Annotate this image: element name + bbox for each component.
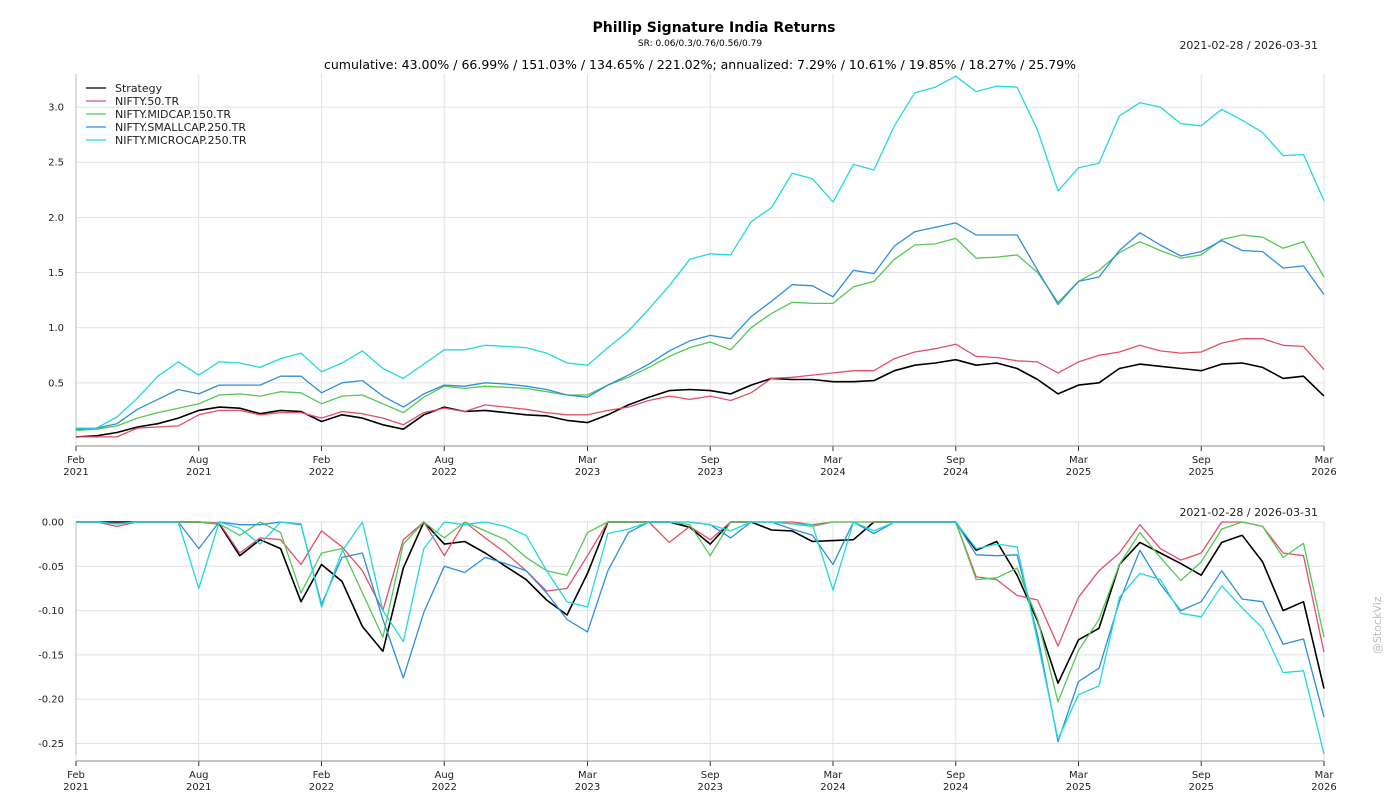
x-tick-label: Feb [313, 455, 331, 466]
x-tick-label: 2024 [943, 467, 968, 478]
series-line-nifty-smallcap-250-tr [75, 222, 1325, 430]
series-line-strategy [75, 358, 1325, 438]
x-tick-label: 2026 [1311, 782, 1336, 793]
legend-label: NIFTY.50.TR [115, 95, 180, 108]
date-range-bottom: 2021-02-28 / 2026-03-31 [1179, 506, 1318, 519]
series-line-strategy [76, 521, 1325, 689]
drawdown-chart: Feb2021Aug2021Feb2022Aug2022Mar2023Sep20… [38, 518, 1337, 794]
x-tick-label: Aug [189, 770, 209, 781]
x-tick-label: Mar [578, 770, 598, 781]
y-tick-label: -0.20 [38, 695, 64, 706]
x-tick-label: Mar [1069, 455, 1089, 466]
x-tick-label: 2025 [1066, 782, 1091, 793]
x-tick-label: 2023 [698, 782, 723, 793]
x-tick-label: 2022 [432, 782, 457, 793]
x-tick-label: 2021 [186, 782, 211, 793]
x-tick-label: Sep [1192, 770, 1211, 781]
y-tick-label: -0.15 [38, 650, 64, 661]
y-tick-label: 1.5 [48, 268, 64, 279]
y-tick-label: -0.05 [38, 562, 64, 573]
x-tick-label: Mar [824, 455, 844, 466]
x-tick-label: 2025 [1189, 467, 1214, 478]
x-tick-label: 2022 [309, 467, 334, 478]
legend-label: NIFTY.MIDCAP.150.TR [115, 108, 231, 121]
x-tick-label: Feb [67, 770, 85, 781]
x-tick-label: Aug [189, 455, 209, 466]
x-tick-label: 2026 [1311, 467, 1336, 478]
x-tick-label: Sep [701, 455, 720, 466]
cumulative-summary: cumulative: 43.00% / 66.99% / 151.03% / … [323, 57, 1077, 72]
x-tick-label: 2023 [575, 782, 600, 793]
x-tick-label: 2025 [1189, 782, 1214, 793]
x-tick-label: 2021 [63, 467, 88, 478]
x-tick-label: Mar [1315, 770, 1335, 781]
x-tick-label: 2025 [1066, 467, 1091, 478]
x-tick-label: Sep [946, 770, 965, 781]
x-tick-label: 2023 [575, 467, 600, 478]
x-tick-label: 2024 [820, 467, 845, 478]
legend-label: Strategy [115, 82, 163, 95]
legend-label: NIFTY.MICROCAP.250.TR [115, 134, 247, 147]
y-tick-label: 2.5 [48, 158, 64, 169]
y-tick-label: 0.5 [48, 378, 64, 389]
series-line-nifty-smallcap-250-tr [76, 521, 1325, 743]
x-tick-label: 2021 [63, 782, 88, 793]
x-tick-label: Sep [701, 770, 720, 781]
series-line-nifty-microcap-250-tr [76, 521, 1325, 755]
x-tick-label: 2024 [820, 782, 845, 793]
chart-title: Phillip Signature India Returns [592, 20, 836, 36]
x-tick-label: 2022 [432, 467, 457, 478]
y-tick-label: 1.0 [48, 323, 64, 334]
x-tick-label: Mar [1315, 455, 1335, 466]
x-tick-label: 2021 [186, 467, 211, 478]
x-tick-label: Aug [434, 770, 454, 781]
x-tick-label: Aug [434, 455, 454, 466]
y-tick-label: -0.25 [38, 739, 64, 750]
cumulative-returns-chart: Feb2021Aug2021Feb2022Aug2022Mar2023Sep20… [48, 74, 1337, 478]
chart-subtitle: SR: 0.06/0.3/0.76/0.56/0.79 [637, 39, 763, 49]
series-line-nifty-midcap-150-tr [75, 234, 1325, 431]
x-tick-label: Feb [67, 455, 85, 466]
series-line-nifty-microcap-250-tr [76, 75, 1325, 429]
x-tick-label: Mar [578, 455, 598, 466]
y-tick-label: 0.00 [42, 518, 64, 529]
x-tick-label: Mar [824, 770, 844, 781]
y-tick-label: -0.10 [38, 606, 64, 617]
legend-label: NIFTY.SMALLCAP.250.TR [115, 121, 246, 134]
x-tick-label: 2023 [698, 467, 723, 478]
series-line-nifty-midcap-150-tr [76, 521, 1325, 703]
x-tick-label: Mar [1069, 770, 1089, 781]
y-tick-label: 2.0 [48, 213, 64, 224]
x-tick-label: Sep [946, 455, 965, 466]
x-tick-label: Sep [1192, 455, 1211, 466]
y-tick-label: 3.0 [48, 103, 64, 114]
series-line-nifty-50-tr [76, 338, 1325, 438]
date-range-top: 2021-02-28 / 2026-03-31 [1179, 39, 1318, 52]
x-tick-label: Feb [313, 770, 331, 781]
x-tick-label: 2022 [309, 782, 334, 793]
x-tick-label: 2024 [943, 782, 968, 793]
